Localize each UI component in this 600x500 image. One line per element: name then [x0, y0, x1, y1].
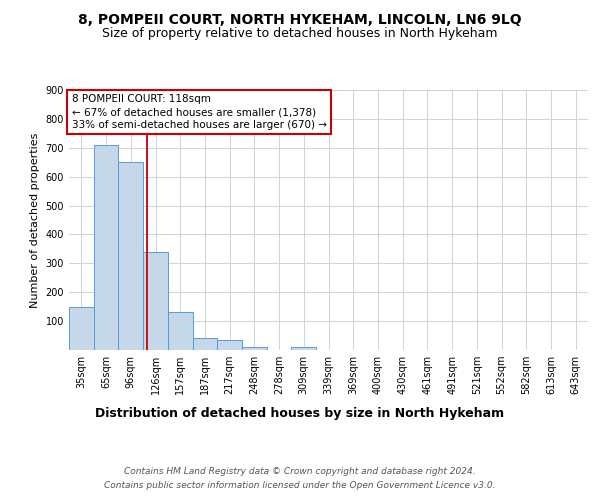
Text: 8 POMPEII COURT: 118sqm
← 67% of detached houses are smaller (1,378)
33% of semi: 8 POMPEII COURT: 118sqm ← 67% of detache…: [71, 94, 326, 130]
Text: Contains HM Land Registry data © Crown copyright and database right 2024.: Contains HM Land Registry data © Crown c…: [124, 468, 476, 476]
Bar: [143, 252, 168, 350]
Bar: [118, 162, 143, 350]
Bar: [69, 306, 94, 350]
Bar: [217, 340, 242, 350]
Text: Contains public sector information licensed under the Open Government Licence v3: Contains public sector information licen…: [104, 481, 496, 490]
Bar: [94, 145, 118, 350]
Bar: [242, 346, 267, 350]
Bar: [193, 338, 217, 350]
Text: Distribution of detached houses by size in North Hykeham: Distribution of detached houses by size …: [95, 408, 505, 420]
Y-axis label: Number of detached properties: Number of detached properties: [30, 132, 40, 308]
Bar: [292, 347, 316, 350]
Text: Size of property relative to detached houses in North Hykeham: Size of property relative to detached ho…: [102, 28, 498, 40]
Bar: [168, 312, 193, 350]
Text: 8, POMPEII COURT, NORTH HYKEHAM, LINCOLN, LN6 9LQ: 8, POMPEII COURT, NORTH HYKEHAM, LINCOLN…: [78, 12, 522, 26]
